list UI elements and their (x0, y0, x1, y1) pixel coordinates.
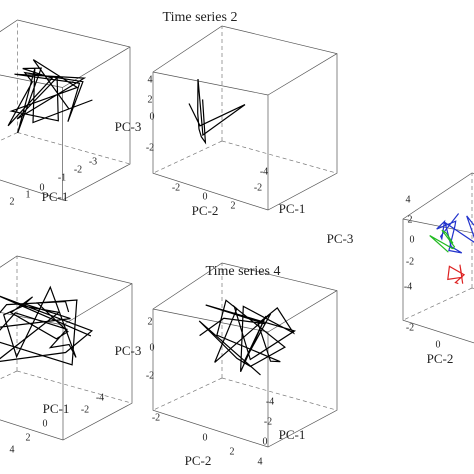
tick-label: 2 (26, 432, 31, 443)
tick-label: -2 (172, 182, 180, 193)
trajectory (188, 78, 246, 145)
cube-back-edge (402, 287, 473, 321)
tick-label: 0 (203, 191, 208, 202)
trajectory (429, 229, 456, 253)
cube-back-edge (221, 377, 338, 411)
tick-label: -3 (89, 156, 97, 167)
trajectory (447, 264, 466, 285)
tick-label: -2 (264, 416, 272, 427)
tick-label: -2 (406, 322, 414, 333)
tick-label: 4 (148, 74, 153, 85)
axis-label: PC-2 (427, 351, 454, 366)
cube-edge (402, 218, 474, 234)
cube-back-edge (152, 377, 223, 411)
tick-label: 4 (10, 444, 15, 455)
tick-label: 2 (408, 214, 413, 225)
tick-label: -2 (74, 164, 82, 175)
cube-edge (0, 74, 63, 88)
tick-label: -4 (260, 166, 268, 177)
tick-label: -2 (146, 142, 154, 153)
tick-label: 4 (258, 456, 263, 467)
cube-outline (152, 25, 338, 211)
cube-back-edge (0, 132, 18, 142)
cube-edge (62, 46, 131, 88)
tick-label: 0 (203, 432, 208, 443)
tick-label: 0 (410, 234, 415, 245)
panel-title: Time series 4 (206, 264, 281, 279)
tick-label: 0 (436, 339, 441, 350)
panel-title: Time series 2 (163, 10, 238, 25)
tick-label: 0 (43, 418, 48, 429)
axis-label: PC-1 (279, 201, 306, 216)
tick-label: 2 (148, 316, 153, 327)
axis-label: PC-2 (192, 203, 219, 218)
tick-label: 2 (148, 94, 153, 105)
tick-label: -2 (254, 182, 262, 193)
tick-label: 0 (150, 342, 155, 353)
tick-label: -2 (81, 404, 89, 415)
cube-back-edge (0, 370, 18, 380)
cube-edge (152, 71, 269, 96)
tick-label: -2 (152, 412, 160, 423)
tick-label: 2 (231, 200, 236, 211)
tick-label: -2 (146, 370, 154, 381)
cube-edge (267, 53, 338, 96)
tick-label: 4 (406, 194, 411, 205)
cube-back-edge (17, 132, 131, 165)
axis-label: PC-1 (279, 427, 306, 442)
tick-label: -1 (58, 172, 66, 183)
axis-label: PC-3 (115, 343, 142, 358)
trajectory (0, 285, 94, 366)
tick-label: 0 (40, 182, 45, 193)
tick-label: 0 (263, 436, 268, 447)
axis-label: PC-1 (42, 189, 69, 204)
axis-label: PC-3 (115, 119, 142, 134)
tick-label: 2 (10, 196, 15, 207)
cube-edge (62, 283, 133, 326)
tick-label: -4 (404, 281, 412, 292)
axis-label: PC-3 (327, 231, 354, 246)
cube-edge (152, 308, 269, 333)
axis-label: PC-2 (185, 453, 212, 468)
cube-back-edge (16, 370, 133, 404)
trajectory (436, 213, 474, 254)
tick-label: -4 (266, 396, 274, 407)
cube-back-edge (221, 140, 338, 174)
trajectory (198, 299, 297, 376)
cube-outline (152, 262, 338, 448)
tick-label: -2 (406, 256, 414, 267)
trajectory (7, 59, 93, 134)
tick-label: 1 (26, 189, 31, 200)
cube-back-edge (152, 140, 223, 174)
tick-label: 2 (230, 446, 235, 457)
axis-label: PC-1 (43, 401, 70, 416)
tick-label: -4 (96, 392, 104, 403)
tick-label: 0 (150, 111, 155, 122)
